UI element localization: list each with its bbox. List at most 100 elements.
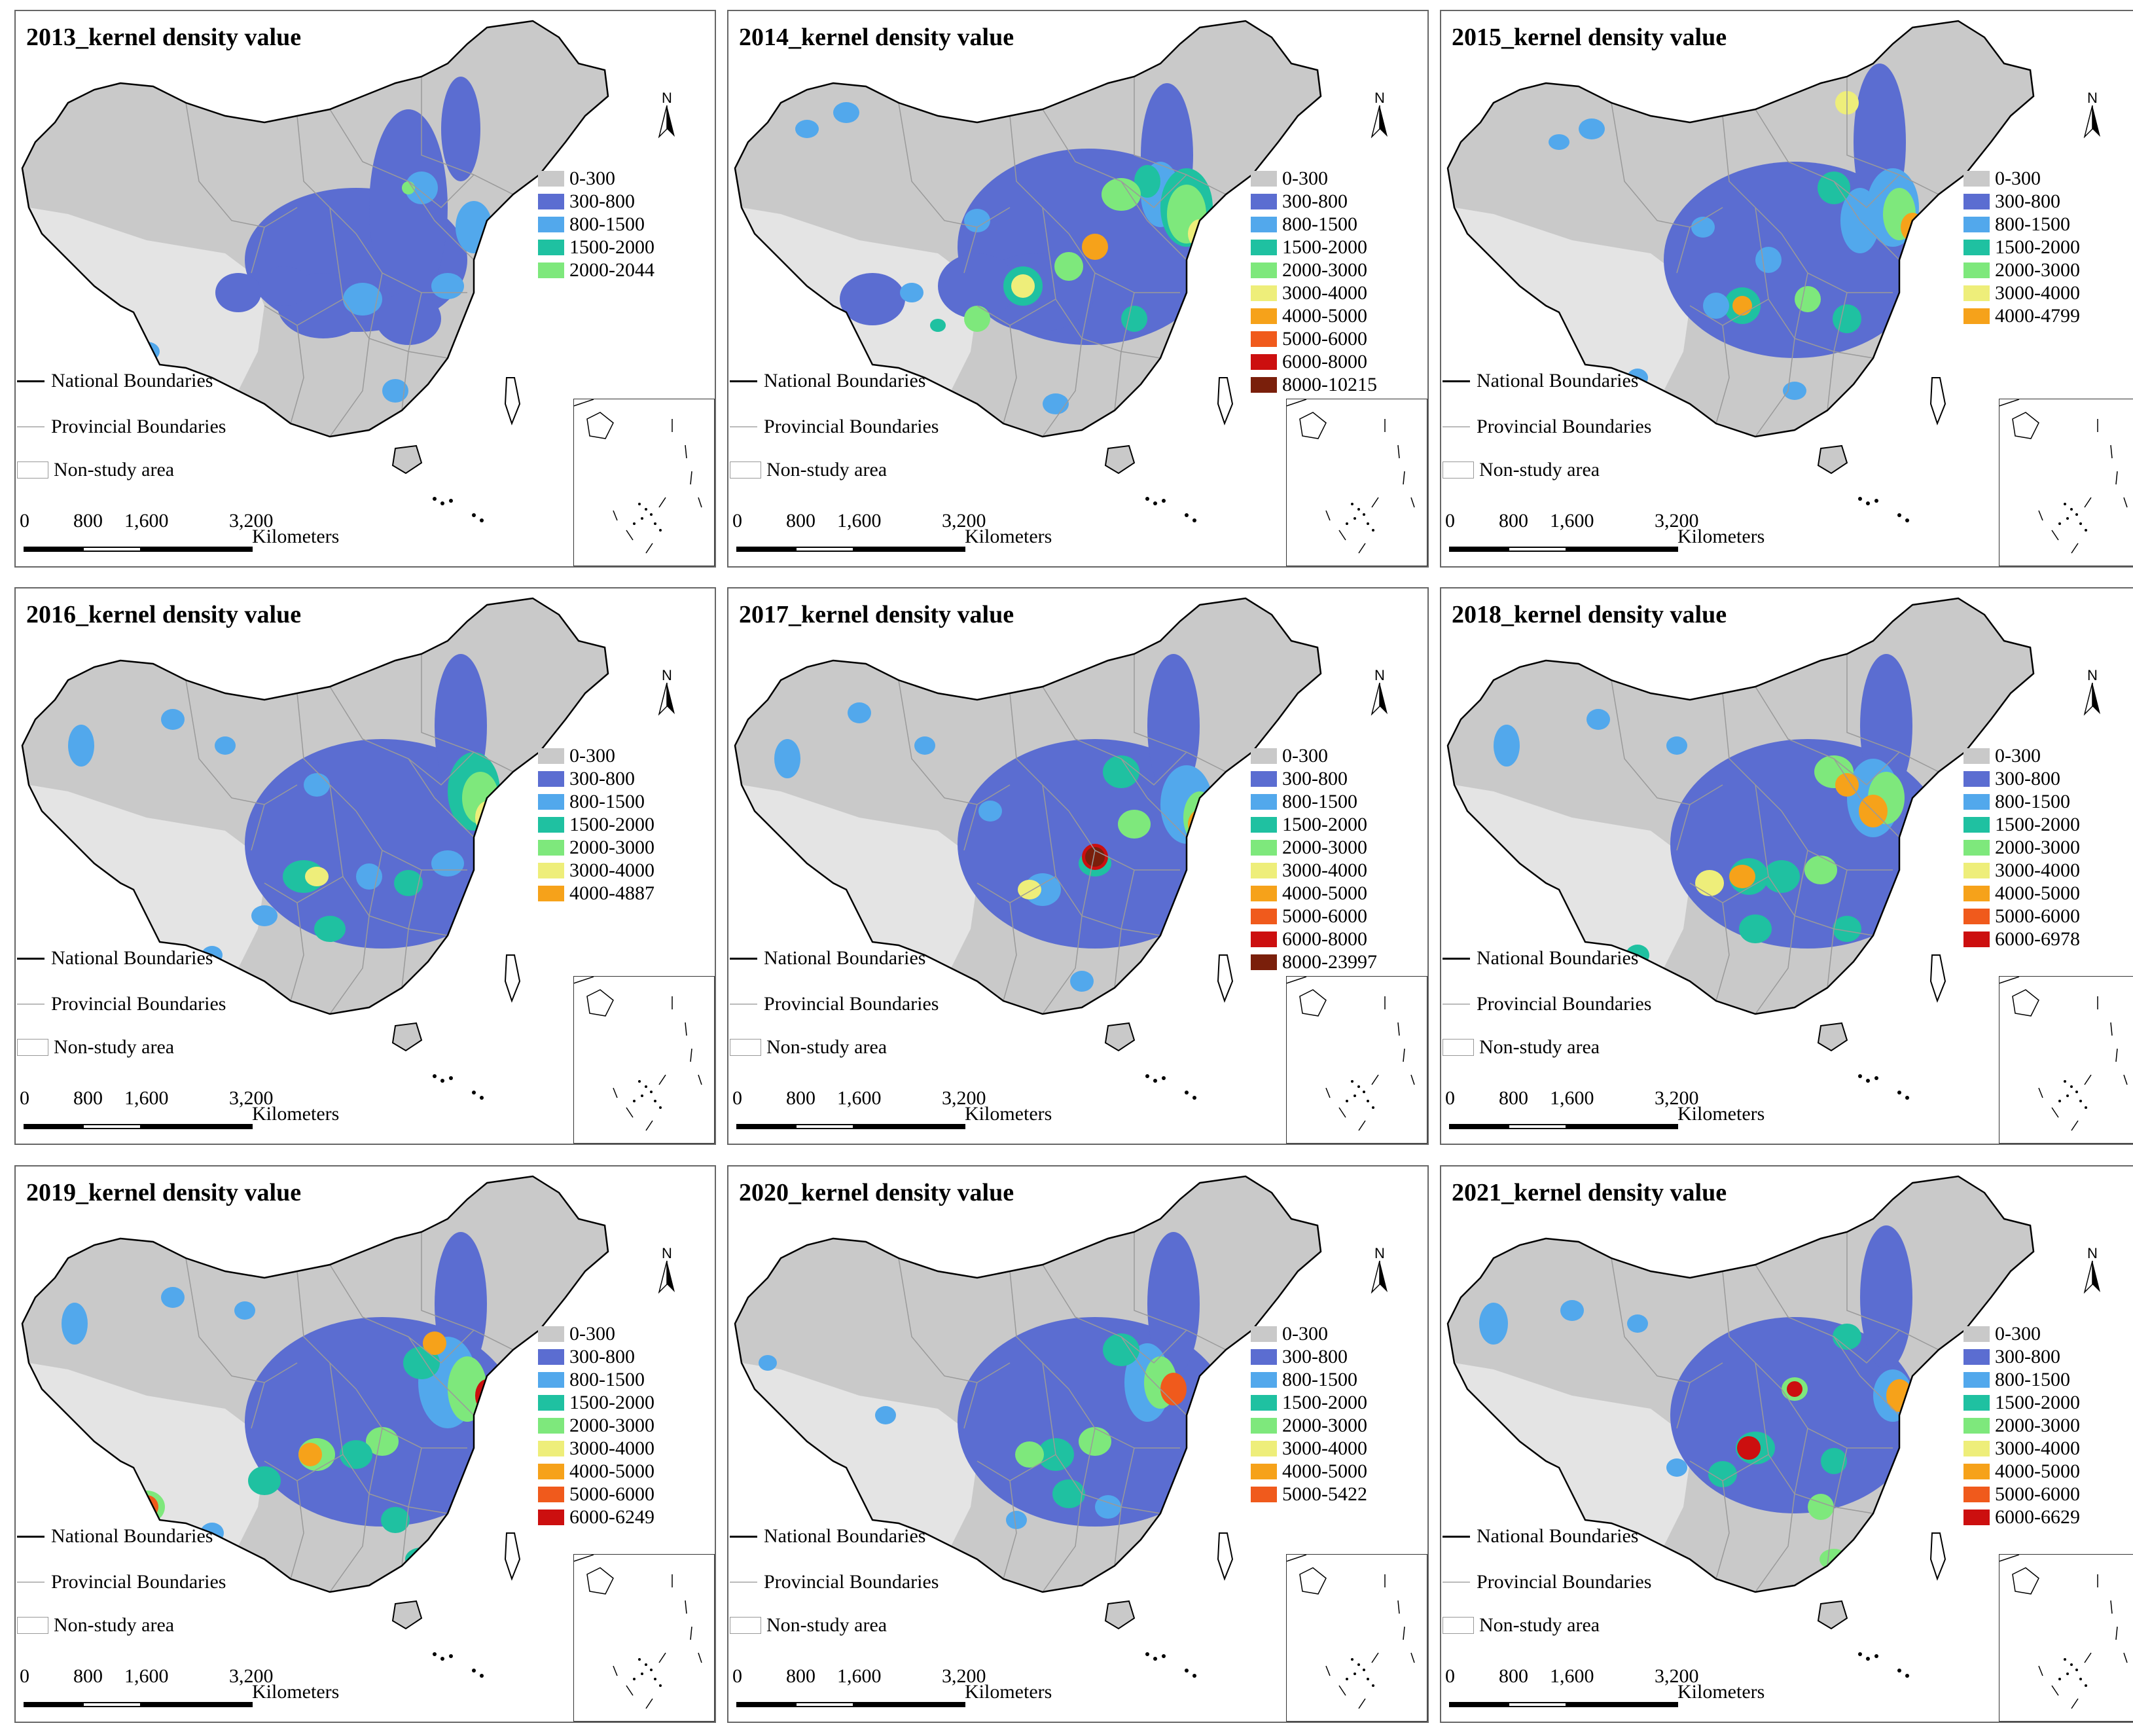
scale-segment (141, 1702, 253, 1707)
national-line-sample (17, 380, 45, 382)
provincial-boundary (355, 233, 467, 293)
legend-item: 0-300 (1963, 744, 2080, 767)
legend-label: 5000-6000 (1282, 327, 1367, 350)
map-panel-9: 2021_kernel density value N 0-300 300-800 80… (1440, 1165, 2133, 1723)
provincial-boundary (1081, 850, 1096, 916)
scale-tick-label: 0 (732, 510, 742, 532)
national-boundary (21, 20, 609, 438)
provincial-boundary (251, 226, 265, 274)
legend-item: 2000-3000 (1963, 1414, 2080, 1437)
national-boundary (734, 1175, 1322, 1593)
density-hotspot (248, 1466, 281, 1495)
scale-tick-label: 1,600 (1550, 1665, 1594, 1687)
scale-bar: 0 800 1,600 3,200 Kilometers (732, 510, 1052, 562)
provincial-line-sample (730, 426, 757, 427)
scale-bar: 0 800 1,600 3,200 Kilometers (20, 510, 339, 562)
legend-swatch (538, 793, 564, 810)
inset-map (1286, 976, 1415, 1131)
density-hotspot (161, 1287, 185, 1308)
legend-label: 800-1500 (1995, 790, 2070, 812)
scale-segment (82, 1124, 141, 1129)
provincial-boundary (421, 77, 514, 195)
map-panel-2: 2014_kernel density value N 0-300 300-800 80… (727, 10, 1429, 568)
legend-label: 800-1500 (1995, 213, 2070, 235)
island-dot (480, 1096, 484, 1100)
taiwan-island (1217, 377, 1234, 425)
provincial-boundary (408, 758, 475, 838)
north-arrow-icon (2083, 105, 2100, 138)
legend-label: 4000-5000 (1995, 1460, 2080, 1482)
scale-tick-label: 800 (786, 1087, 816, 1109)
legend-label: 0-300 (569, 1322, 615, 1345)
legend-item: 1500-2000 (1251, 236, 1377, 259)
legend-item: 300-800 (1251, 190, 1377, 213)
legend-item: 2000-3000 (1963, 259, 2080, 281)
density-hotspot (1901, 213, 1924, 242)
provincial-boundaries (898, 77, 1227, 437)
scale-tick-label: 1,600 (837, 510, 882, 532)
legend-label: 0-300 (1282, 744, 1328, 767)
island-dot (480, 1674, 484, 1678)
density-hotspot (475, 1379, 499, 1412)
non-study-region (742, 1363, 977, 1546)
scale-tick-label: 3,200 (229, 510, 274, 532)
legend-item: 5000-6000 (1963, 1483, 2080, 1506)
density-legend: 0-300 300-800 800-1500 1500-2000 2000-2044 (538, 167, 654, 281)
density-hotspot (1670, 1317, 1919, 1513)
island-dot (1153, 501, 1157, 505)
legend-item: 3000-4000 (1963, 859, 2080, 882)
scale-tick-label: 800 (1499, 510, 1528, 532)
provincial-boundary (185, 102, 298, 228)
provincial-boundary (421, 654, 514, 772)
map-panel-1: 2013_kernel density value N 0-300 300-800 80… (14, 10, 716, 568)
density-hotspot (343, 283, 382, 316)
national-boundaries-label: National Boundaries (1477, 370, 1639, 391)
legend-swatch (538, 193, 564, 209)
non-study-swatch (730, 1039, 761, 1056)
density-layer (68, 654, 520, 1000)
scale-segment (24, 1124, 82, 1129)
provincial-boundary (1114, 1506, 1122, 1566)
density-hotspot (1708, 1461, 1737, 1487)
island-dot (1858, 497, 1862, 501)
scale-tick-label: 1,600 (124, 510, 169, 532)
provincial-boundaries-label: Provincial Boundaries (764, 1571, 939, 1593)
legend-label: 0-300 (1995, 1322, 2041, 1345)
island-dot (1192, 1674, 1196, 1678)
national-line-sample (1443, 380, 1470, 382)
national-line-sample (17, 1535, 45, 1538)
scale-tick-label: 3,200 (942, 1665, 986, 1687)
provincial-boundary (1833, 1336, 1900, 1416)
provincial-boundary (1120, 181, 1187, 261)
legend-label: 300-800 (1282, 767, 1348, 789)
china-map (21, 1175, 609, 1678)
legend-swatch (538, 748, 564, 764)
island-dot (1858, 1074, 1862, 1078)
provincial-boundaries (185, 654, 514, 1015)
scale-tick-label: 1,600 (124, 1665, 169, 1687)
legend-label: 2000-3000 (1995, 836, 2080, 858)
legend-label: 2000-3000 (569, 1414, 654, 1436)
legend-swatch (1963, 1326, 1990, 1342)
provincial-boundaries-label: Provincial Boundaries (51, 993, 226, 1015)
density-hotspot (418, 976, 451, 1000)
china-map (1446, 20, 2035, 522)
scale-bar: 0 800 1,600 3,200 Kilometers (732, 1665, 1052, 1718)
legend-item: 5000-6000 (1963, 905, 2080, 928)
density-hotspot (1167, 185, 1206, 244)
legend-label: 2000-3000 (1282, 836, 1367, 858)
provincial-boundary (1676, 804, 1691, 851)
china-map (734, 597, 1322, 1100)
national-boundaries-entry: National Boundaries (1443, 947, 1638, 969)
china-map (734, 20, 1322, 522)
provincial-boundary (1676, 1382, 1691, 1429)
legend-label: 800-1500 (1282, 213, 1357, 235)
legend-label: 5000-6000 (1282, 905, 1367, 927)
scale-segment (1449, 1124, 1508, 1129)
island-dot (1905, 1096, 1909, 1100)
provincial-boundary (185, 1257, 298, 1383)
scale-tick-label: 800 (1499, 1087, 1528, 1109)
provincial-boundary (296, 693, 357, 812)
legend-label: 2000-3000 (1995, 1414, 2080, 1436)
legend-item: 4000-4887 (538, 882, 654, 905)
